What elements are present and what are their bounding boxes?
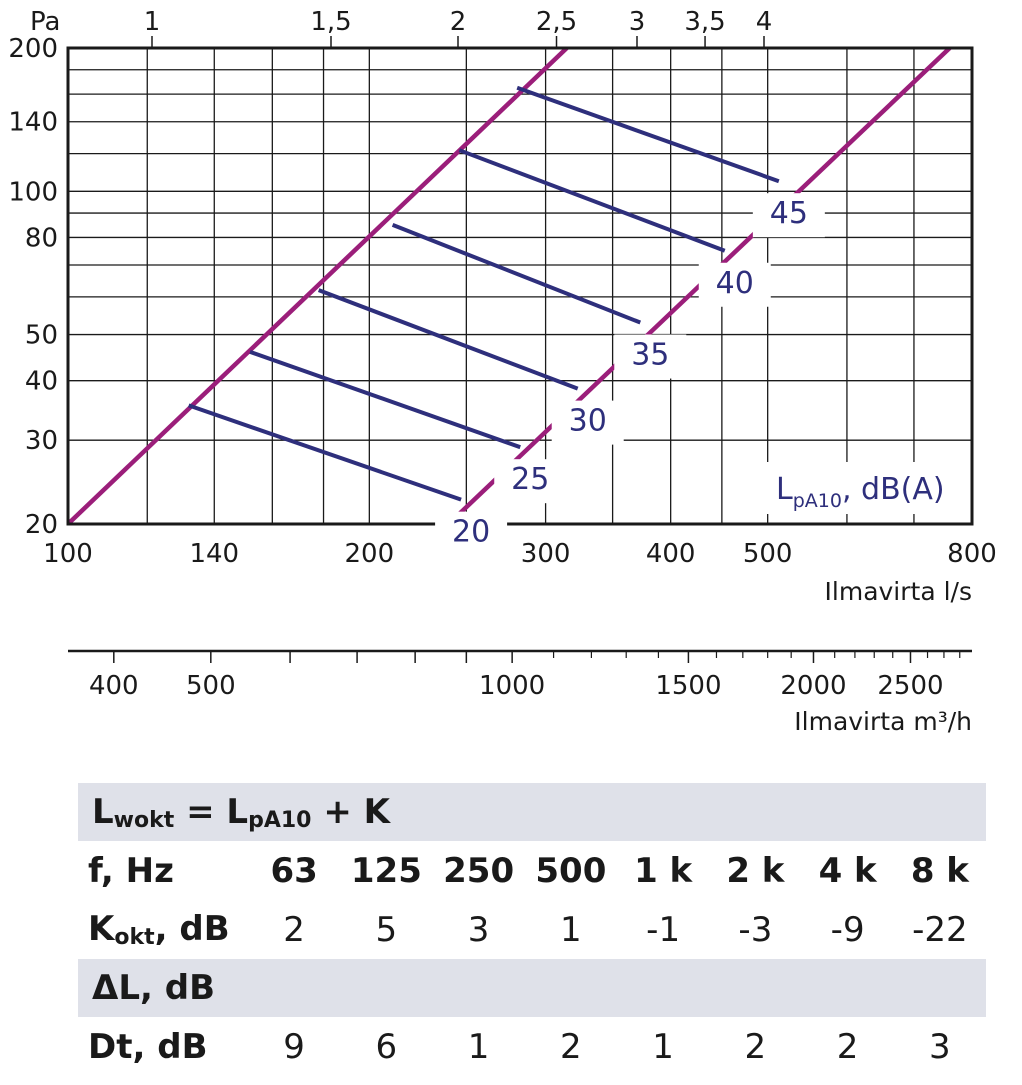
y-tick-label: 140 <box>8 108 58 138</box>
x-tick-label: 100 <box>43 539 93 569</box>
secondary-tick-label: 500 <box>186 671 236 701</box>
series-line-20 <box>188 403 462 502</box>
frequency-cell: 4 k <box>818 850 877 891</box>
series-line-45 <box>516 85 780 184</box>
top-tick-label: 1 <box>144 7 161 37</box>
dt-value-cell: 1 <box>652 1026 674 1067</box>
top-tick-label: 3,5 <box>684 7 725 37</box>
k-value-cell: 5 <box>375 909 398 950</box>
frequency-cell: 125 <box>350 850 422 891</box>
x-tick-label: 800 <box>947 539 997 569</box>
k-value-cell: -9 <box>830 909 865 950</box>
y-tick-label: 20 <box>25 510 58 540</box>
dt-value-cell: 2 <box>744 1026 767 1067</box>
frequency-cell: 500 <box>535 850 607 891</box>
frequency-label: f, Hz <box>88 850 174 891</box>
frequency-cell: 8 k <box>910 850 969 891</box>
x-tick-label: 140 <box>189 539 239 569</box>
dt-value-cell: 1 <box>467 1026 490 1067</box>
top-tick-label: 2 <box>450 7 467 37</box>
y-tick-label: 50 <box>25 321 58 351</box>
secondary-tick-label: 2500 <box>877 671 943 701</box>
frequency-cell: 63 <box>270 850 318 891</box>
top-tick-label: 3 <box>629 7 646 37</box>
formula: Lwokt = LpA10 + K <box>92 791 390 833</box>
frequency-cell: 2 k <box>726 850 785 891</box>
chart-grid <box>68 48 972 524</box>
secondary-tick-label: 1000 <box>479 671 545 701</box>
top-axis-unit: Pa <box>30 7 60 37</box>
series-label-40: 40 <box>716 266 754 301</box>
secondary-axis: 400 500 1000 1500 2000 2500 Ilmavirta m³/h <box>68 649 972 736</box>
dt-value-cell: 3 <box>929 1026 951 1067</box>
legend-title: LpA10, dB(A) <box>766 462 962 514</box>
k-value-cell: 3 <box>467 909 490 950</box>
series-label-35: 35 <box>631 338 669 373</box>
series-line-25 <box>249 349 521 450</box>
dt-cells: 9 6 1 2 1 2 2 3 <box>248 1027 986 1067</box>
top-tick-label: 1,5 <box>310 7 351 37</box>
x-tick-label: 300 <box>521 539 571 569</box>
dt-label: Dt, dB <box>88 1026 208 1067</box>
series-label-30: 30 <box>569 404 607 439</box>
x-tick-label: 500 <box>743 539 793 569</box>
series-label-45: 45 <box>770 196 808 231</box>
series-label-bg-30 <box>551 400 624 445</box>
k-value-cell: -1 <box>646 909 681 950</box>
formula-row: Lwokt = LpA10 + K <box>78 783 986 841</box>
series-label-25: 25 <box>511 462 549 497</box>
x-axis-label: Ilmavirta l/s <box>825 577 972 606</box>
secondary-axis-label: Ilmavirta m³/h <box>794 707 972 736</box>
y-tick-label: 30 <box>25 426 58 456</box>
dt-value-cell: 2 <box>560 1026 582 1067</box>
delta-header: ΔL, dB <box>92 968 215 1008</box>
series-line-35 <box>391 223 642 325</box>
k-label: Kokt, dB <box>88 909 230 950</box>
series-label-bg-35 <box>614 334 687 379</box>
series-line-30 <box>317 288 579 391</box>
frequency-cell: 250 <box>443 850 515 891</box>
k-value-cell: 2 <box>283 909 305 950</box>
dt-value-cell: 2 <box>836 1026 859 1067</box>
top-tick-label: 2,5 <box>536 7 577 37</box>
secondary-tick-label: 400 <box>89 671 139 701</box>
y-tick-label: 200 <box>8 34 58 64</box>
boundary-lines <box>68 48 952 524</box>
k-row: Kokt, dB 2 5 3 1 -1 -3 -9 -22 <box>78 900 986 959</box>
series-label-bg-45 <box>752 193 825 238</box>
frequency-cell: 1 k <box>634 850 693 891</box>
x-tick-label: 400 <box>646 539 696 569</box>
y-tick-label: 40 <box>25 367 58 397</box>
secondary-tick-label: 1500 <box>655 671 721 701</box>
k-value-cell: -22 <box>912 909 968 950</box>
dt-value-cell: 9 <box>283 1026 305 1067</box>
k-value-cell: 1 <box>560 909 582 950</box>
series-label-20: 20 <box>452 515 490 550</box>
y-tick-label: 80 <box>25 223 58 253</box>
plot-frame <box>66 46 974 526</box>
frequency-cells: 63 125 250 500 1 k 2 k 4 k 8 k <box>248 851 986 891</box>
svg-text:LpA10, dB(A): LpA10, dB(A) <box>776 472 945 512</box>
series-lines <box>188 85 780 502</box>
frequency-row: f, Hz 63 125 250 500 1 k 2 k 4 k 8 k <box>78 841 986 900</box>
dt-value-cell: 6 <box>375 1026 398 1067</box>
delta-row: ΔL, dB <box>78 959 986 1017</box>
dt-row: Dt, dB 9 6 1 2 1 2 2 3 <box>78 1017 986 1076</box>
x-tick-label: 200 <box>345 539 395 569</box>
k-value-cell: -3 <box>738 909 773 950</box>
boundary-line-1 <box>68 48 569 524</box>
series-line-40 <box>458 148 726 253</box>
y-tick-label: 100 <box>8 177 58 207</box>
series-label-bg-20 <box>435 511 508 556</box>
series-label-bg-25 <box>494 459 567 504</box>
top-tick-label: 4 <box>756 7 773 37</box>
k-cells: 2 5 3 1 -1 -3 -9 -22 <box>248 910 986 950</box>
secondary-tick-label: 2000 <box>780 671 846 701</box>
series-label-bg-40 <box>698 262 771 307</box>
